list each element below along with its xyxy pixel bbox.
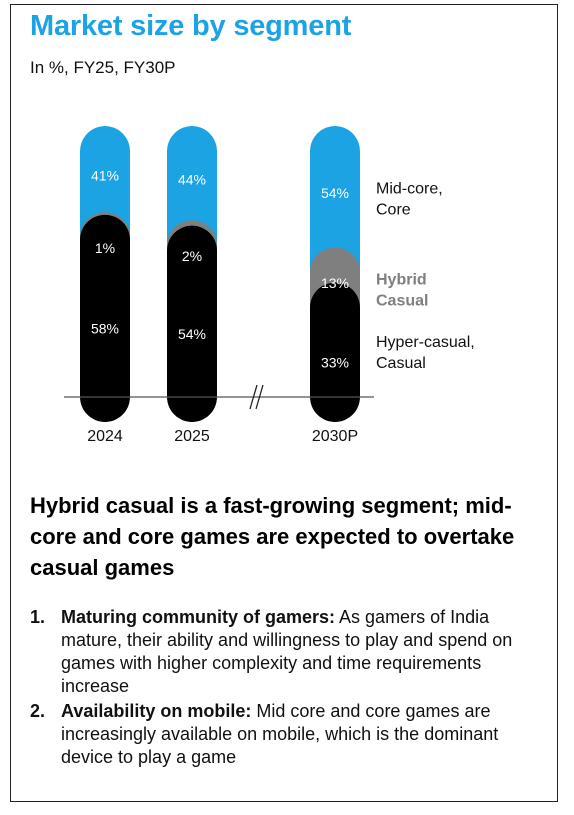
bar-segment <box>310 282 360 422</box>
bar-stack <box>167 126 217 422</box>
x-tick-label: 2030P <box>312 428 358 445</box>
point-text: Mid core and core games are increasingly… <box>61 701 499 767</box>
point-number: 1. <box>30 607 46 627</box>
legend-label: Mid-core, <box>376 181 443 198</box>
point-lead: Availability on mobile: <box>61 701 252 721</box>
legend-label: Hyper-casual, <box>376 334 475 351</box>
bar-segment <box>167 225 217 422</box>
point-number: 2. <box>30 701 46 721</box>
data-label: 13% <box>321 275 349 291</box>
legend-label: Core <box>376 202 411 219</box>
data-label: 58% <box>91 320 119 336</box>
stacked-bar-chart: 58% 1% 41% 2024 54% 2% 44% 2025 33% 13% 54% 2030P Hy… <box>64 126 475 445</box>
key-points-list: 1. Maturing community of gamers: As gamer… <box>30 606 545 771</box>
data-label: 2% <box>182 248 202 264</box>
bar-stack <box>80 126 130 422</box>
data-label: 41% <box>91 168 119 184</box>
chart-subtitle: In %, FY25, FY30P <box>30 58 176 77</box>
headline: Hybrid casual is a fast-growing segment;… <box>30 493 515 580</box>
x-tick-label: 2025 <box>174 428 210 445</box>
x-tick-label: 2024 <box>87 428 123 445</box>
key-point: 2. Availability on mobile: Mid core and c… <box>30 700 545 769</box>
point-text: As gamers of India mature, their ability… <box>61 607 513 696</box>
legend-label: Casual <box>376 292 428 309</box>
bar-segment <box>80 214 130 422</box>
point-lead: Maturing community of gamers: <box>61 607 336 627</box>
legend-label: Casual <box>376 355 426 372</box>
data-label: 54% <box>178 326 206 342</box>
data-label: 33% <box>321 354 349 370</box>
card-frame <box>10 4 558 802</box>
key-point: 1. Maturing community of gamers: As gamer… <box>30 606 545 698</box>
data-label: 54% <box>321 185 349 201</box>
axis-break-mark <box>255 384 264 410</box>
axis-break-mark <box>249 384 258 410</box>
legend-label: Hybrid <box>376 271 427 288</box>
data-label: 1% <box>95 240 115 256</box>
data-label: 44% <box>178 172 206 188</box>
chart-title: Market size by segment <box>30 10 352 42</box>
bar-stack <box>310 126 360 422</box>
